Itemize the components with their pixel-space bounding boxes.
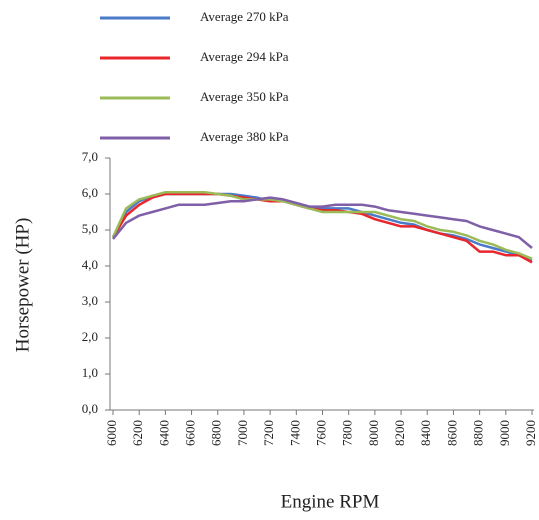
x-tick-label: 8800: [471, 420, 486, 446]
x-tick-label: 7600: [313, 420, 328, 446]
x-tick-label: 9000: [497, 420, 512, 446]
series-line: [112, 196, 533, 249]
x-tick-label: 6800: [209, 420, 224, 446]
legend-label: Average 270 kPa: [200, 9, 289, 24]
y-tick-label: 1,0: [82, 365, 98, 380]
x-tick-label: 7200: [261, 420, 276, 446]
x-tick-label: 6000: [104, 420, 119, 446]
y-tick-label: 7,0: [82, 149, 98, 164]
legend-label: Average 350 kPa: [200, 89, 289, 104]
y-tick-label: 2,0: [82, 329, 98, 344]
legend-label: Average 294 kPa: [200, 49, 289, 64]
x-tick-label: 6600: [183, 420, 198, 446]
x-tick-label: 8600: [444, 420, 459, 446]
series-line: [111, 190, 533, 260]
series-line: [111, 192, 533, 262]
x-tick-label: 6400: [156, 420, 171, 446]
x-tick-label: 8000: [366, 420, 381, 446]
y-tick-label: 6,0: [82, 185, 98, 200]
x-tick-label: 6200: [130, 420, 145, 446]
y-axis-label: Horsepower (HP): [12, 218, 33, 353]
x-tick-label: 7800: [340, 420, 355, 446]
x-tick-label: 9200: [523, 420, 538, 446]
x-axis-label: Engine RPM: [281, 491, 380, 512]
x-tick-label: 7400: [287, 420, 302, 446]
y-tick-label: 4,0: [82, 257, 98, 272]
legend-label: Average 380 kPa: [200, 129, 289, 144]
series-line: [111, 192, 533, 264]
x-tick-label: 8400: [418, 420, 433, 446]
y-tick-label: 5,0: [82, 221, 98, 236]
y-tick-label: 3,0: [82, 293, 98, 308]
x-tick-label: 7000: [235, 420, 250, 446]
x-tick-label: 8200: [392, 420, 407, 446]
y-tick-label: 0,0: [82, 401, 98, 416]
